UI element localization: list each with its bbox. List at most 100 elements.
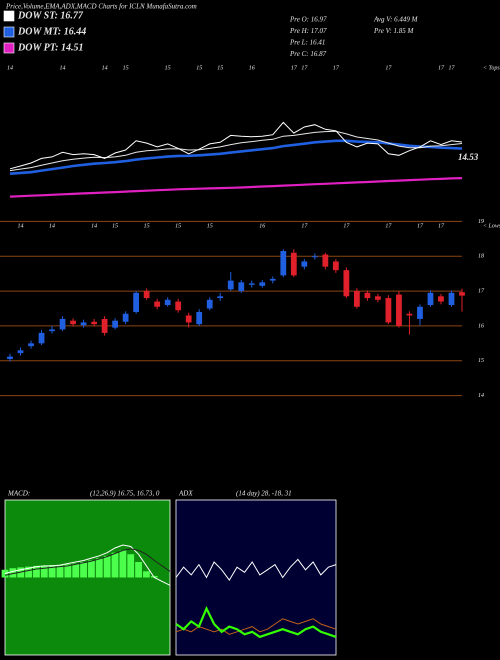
y-tick-label: 18 bbox=[478, 254, 484, 260]
x-tick-label: 17 bbox=[385, 65, 392, 71]
panel-title: MACD: bbox=[7, 490, 30, 498]
x-tick-label: 14 bbox=[18, 222, 24, 229]
candle-body bbox=[259, 282, 266, 286]
histogram-bar bbox=[88, 560, 95, 578]
axis-note: < Lows bbox=[483, 223, 500, 229]
panel-bg bbox=[175, 499, 337, 656]
y-tick-label: 19 bbox=[478, 219, 484, 225]
legend-swatch bbox=[3, 10, 15, 22]
candle-body bbox=[17, 350, 24, 354]
candle-body bbox=[70, 320, 76, 325]
histogram-bar bbox=[40, 565, 48, 578]
macd-line bbox=[4, 544, 171, 586]
candle-body bbox=[196, 311, 203, 325]
candle-body bbox=[280, 251, 287, 276]
x-tick-label: 17 bbox=[333, 65, 340, 71]
x-tick-label: 14 bbox=[91, 222, 97, 229]
histogram-bar bbox=[80, 562, 87, 578]
stat-label: Pre V: 1.85 M bbox=[373, 27, 414, 35]
x-tick-label: 17 bbox=[438, 223, 445, 229]
candle-body bbox=[364, 292, 371, 299]
candle-body bbox=[269, 278, 276, 281]
x-tick-label: 15 bbox=[196, 65, 202, 71]
x-tick-label: 15 bbox=[165, 65, 171, 71]
candle-body bbox=[238, 282, 245, 292]
candle-body bbox=[427, 292, 434, 306]
ema-line bbox=[9, 130, 463, 172]
x-tick-label: 17 bbox=[438, 65, 445, 71]
candle-body bbox=[343, 270, 350, 297]
histogram-bar bbox=[143, 571, 150, 578]
legend-label: DOW MT: 16.44 bbox=[17, 26, 86, 37]
panel-params: (14 day) 28, -18, 31 bbox=[236, 490, 292, 498]
y-tick-label: 14 bbox=[478, 392, 484, 399]
stat-label: Pre H: 17.07 bbox=[289, 27, 327, 35]
x-tick-label: 17 bbox=[417, 223, 424, 229]
price-line bbox=[9, 121, 463, 170]
x-tick-label: 17 bbox=[343, 223, 350, 229]
histogram-bar bbox=[103, 555, 111, 578]
candle-body bbox=[28, 343, 34, 347]
candle-body bbox=[164, 299, 171, 306]
histogram-bar bbox=[1, 569, 9, 578]
candle-body bbox=[322, 254, 329, 267]
annotation: 14.53 bbox=[458, 152, 479, 162]
x-tick-label: 14 bbox=[102, 64, 108, 71]
candle-body bbox=[227, 280, 234, 290]
histogram-bar bbox=[111, 552, 119, 578]
x-tick-label: 15 bbox=[123, 65, 129, 71]
candle-body bbox=[91, 321, 97, 325]
x-tick-label: 16 bbox=[249, 65, 255, 71]
adx-line bbox=[175, 605, 337, 639]
legend-label: DOW PT: 14.51 bbox=[17, 42, 83, 53]
histogram-bar bbox=[9, 568, 17, 578]
candle-body bbox=[217, 296, 224, 299]
histogram-bar bbox=[119, 550, 127, 578]
y-tick-label: 17 bbox=[478, 288, 485, 294]
panel-title: ADX bbox=[178, 490, 193, 498]
histogram-bar bbox=[135, 562, 142, 578]
candle-body bbox=[385, 298, 392, 323]
x-tick-label: 15 bbox=[144, 223, 150, 229]
candle-body bbox=[417, 306, 423, 319]
x-tick-label: 15 bbox=[112, 223, 118, 229]
x-tick-label: 15 bbox=[217, 65, 223, 71]
candle-body bbox=[290, 252, 297, 276]
candle-body bbox=[248, 283, 255, 285]
x-tick-label: 14 bbox=[7, 64, 13, 71]
histogram-bar bbox=[25, 566, 32, 578]
candle-body bbox=[353, 291, 360, 307]
candle-body bbox=[133, 292, 140, 312]
stat-label: Pre O: 16.97 bbox=[289, 16, 327, 24]
candle-body bbox=[406, 313, 413, 316]
candle-body bbox=[154, 301, 161, 307]
candle-body bbox=[80, 322, 87, 326]
macd-line bbox=[4, 548, 171, 576]
candle-body bbox=[112, 320, 119, 328]
candle-body bbox=[459, 292, 465, 296]
adx-line bbox=[175, 558, 337, 582]
candle-body bbox=[396, 294, 402, 326]
candle-body bbox=[59, 318, 66, 330]
x-tick-label: 15 bbox=[207, 223, 213, 229]
histogram-bar bbox=[72, 563, 80, 578]
candle-body bbox=[7, 356, 13, 360]
legend-swatch bbox=[3, 42, 15, 54]
candle-body bbox=[49, 329, 55, 332]
x-tick-label: 14 bbox=[60, 64, 66, 71]
candle-body bbox=[375, 296, 381, 300]
y-tick-label: 15 bbox=[478, 358, 484, 364]
histogram-bar bbox=[95, 558, 103, 578]
x-tick-label: 17 bbox=[301, 223, 308, 229]
candle-body bbox=[122, 313, 129, 322]
histogram-bar bbox=[33, 565, 40, 578]
x-tick-label: 14 bbox=[49, 222, 55, 229]
panel-bg bbox=[4, 499, 171, 656]
y-tick-label: 16 bbox=[478, 323, 484, 329]
x-tick-label: 16 bbox=[259, 223, 265, 229]
stat-label: Pre C: 16.87 bbox=[289, 50, 327, 58]
x-tick-label: 17 bbox=[385, 223, 392, 229]
x-tick-label: 17 bbox=[291, 65, 298, 71]
candle-body bbox=[175, 301, 182, 311]
